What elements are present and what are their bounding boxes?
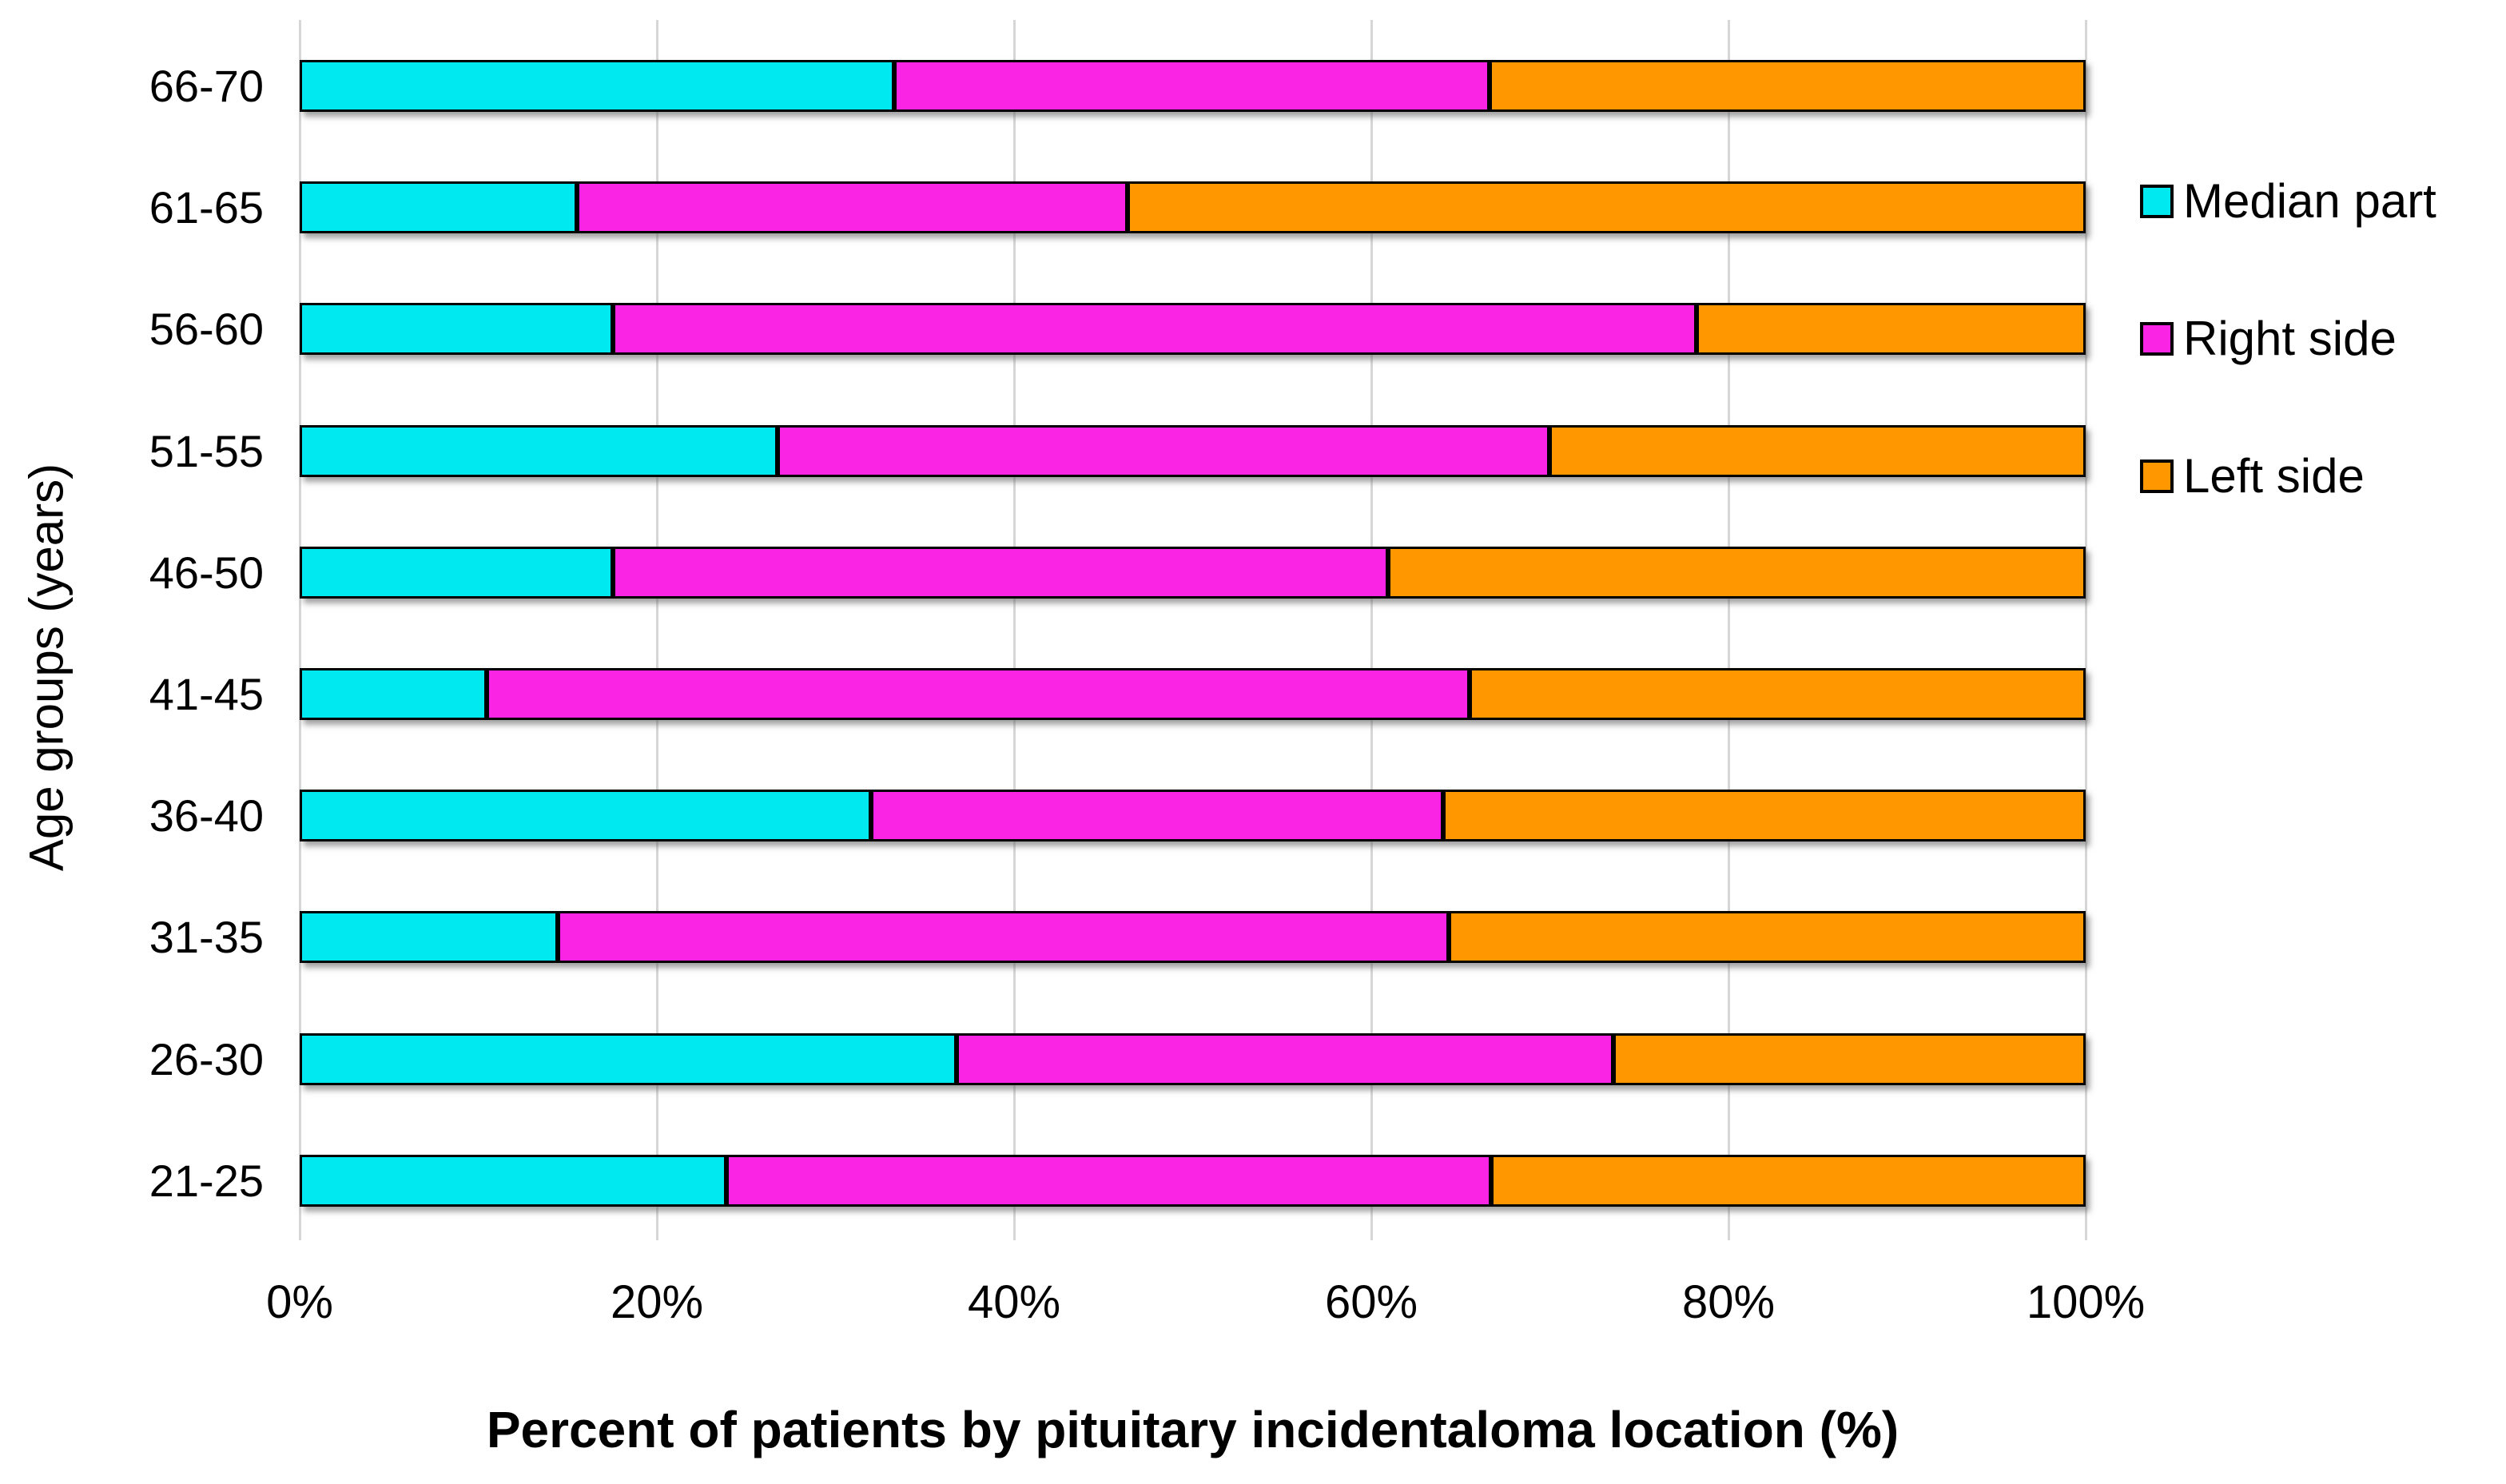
bar-segment-median-part: [300, 547, 613, 599]
gridline-100%: [2084, 20, 2087, 1240]
x-axis-tick-label: 60%: [1324, 1276, 1418, 1328]
legend-swatch-left-side: [2140, 460, 2174, 493]
bar-segment-left-side: [1489, 60, 2086, 112]
y-axis-tick-label: 66-70: [149, 61, 264, 111]
y-axis-tick-label: 26-30: [149, 1034, 264, 1084]
gridline-40%: [1012, 20, 1016, 1240]
bar-segment-median-part: [300, 425, 778, 477]
bar-row-31-35: [300, 911, 2086, 963]
bar-segment-left-side: [1388, 547, 2086, 599]
y-axis-title: Age groups (years): [19, 463, 74, 872]
x-axis-tick-label: 20%: [610, 1276, 704, 1328]
bar-row-56-60: [300, 303, 2086, 355]
gridline-80%: [1727, 20, 1730, 1240]
legend-item-left-side: Left side: [2140, 452, 2365, 500]
bar-segment-left-side: [1470, 668, 2086, 720]
x-axis-tick-label: 0%: [266, 1276, 333, 1328]
bar-segment-right-side: [612, 547, 1389, 599]
x-axis-title: Percent of patients by pituitary inciden…: [486, 1401, 1899, 1458]
gridline-0%: [298, 20, 301, 1240]
y-axis-tick-label: 56-60: [149, 304, 264, 354]
bar-segment-left-side: [1696, 303, 2086, 355]
bar-row-36-40: [300, 790, 2086, 841]
gridline-60%: [1370, 20, 1373, 1240]
bar-segment-right-side: [612, 303, 1697, 355]
bar-row-51-55: [300, 425, 2086, 477]
y-axis-tick-label: 61-65: [149, 182, 264, 233]
bar-segment-median-part: [300, 1033, 957, 1085]
legend-label-median-part: Median part: [2183, 174, 2436, 228]
x-axis-tick-label: 100%: [2026, 1276, 2146, 1328]
y-axis-tick-label: 41-45: [149, 669, 264, 719]
legend-item-right-side: Right side: [2140, 315, 2397, 363]
bar-row-21-25: [300, 1155, 2086, 1207]
y-axis-tick-label: 36-40: [149, 790, 264, 841]
bar-segment-left-side: [1128, 181, 2086, 233]
bar-segment-right-side: [871, 790, 1443, 841]
bar-segment-median-part: [300, 911, 559, 963]
y-axis-tick-label: 31-35: [149, 912, 264, 962]
bar-segment-left-side: [1448, 911, 2086, 963]
y-axis-tick-label: 46-50: [149, 547, 264, 598]
bar-segment-right-side: [777, 425, 1549, 477]
y-axis-tick-label: 21-25: [149, 1156, 264, 1206]
gridline-20%: [655, 20, 658, 1240]
legend-swatch-median-part: [2140, 185, 2174, 218]
bar-row-46-50: [300, 547, 2086, 599]
bar-segment-median-part: [300, 181, 578, 233]
bar-segment-median-part: [300, 60, 895, 112]
bar-segment-left-side: [1490, 1155, 2086, 1207]
bar-row-26-30: [300, 1033, 2086, 1085]
bar-row-66-70: [300, 60, 2086, 112]
bar-row-41-45: [300, 668, 2086, 720]
bar-row-61-65: [300, 181, 2086, 233]
y-axis-tick-label: 51-55: [149, 426, 264, 476]
bar-segment-right-side: [894, 60, 1490, 112]
bar-segment-right-side: [558, 911, 1449, 963]
legend-label-right-side: Right side: [2183, 312, 2397, 365]
bar-segment-right-side: [956, 1033, 1613, 1085]
x-axis-tick-label: 80%: [1681, 1276, 1776, 1328]
legend-label-left-side: Left side: [2183, 449, 2365, 503]
bar-segment-median-part: [300, 303, 613, 355]
bar-segment-left-side: [1549, 425, 2086, 477]
bar-segment-median-part: [300, 1155, 726, 1207]
bar-segment-median-part: [300, 668, 487, 720]
bar-segment-median-part: [300, 790, 872, 841]
legend-item-median-part: Median part: [2140, 177, 2436, 225]
x-axis-tick-label: 40%: [967, 1276, 1061, 1328]
bar-segment-left-side: [1442, 790, 2086, 841]
legend-swatch-right-side: [2140, 322, 2174, 356]
bar-segment-right-side: [726, 1155, 1491, 1207]
bar-segment-left-side: [1613, 1033, 2086, 1085]
bar-segment-right-side: [487, 668, 1470, 720]
bar-segment-right-side: [577, 181, 1128, 233]
